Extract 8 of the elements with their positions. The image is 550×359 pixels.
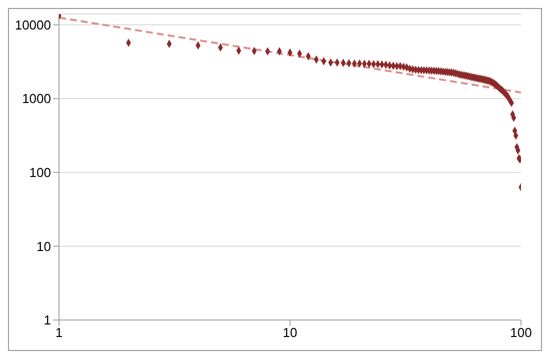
y-tick-label: 100 bbox=[29, 165, 51, 180]
y-tick-label: 1 bbox=[44, 312, 51, 328]
y-tick-label: 10 bbox=[36, 238, 51, 254]
x-tick-label: 100 bbox=[510, 325, 532, 340]
y-tick-label: 1000 bbox=[22, 91, 51, 106]
y-tick-label: 10000 bbox=[14, 17, 51, 32]
x-tick-label: 1 bbox=[55, 325, 63, 340]
x-tick-label: 10 bbox=[282, 325, 298, 340]
